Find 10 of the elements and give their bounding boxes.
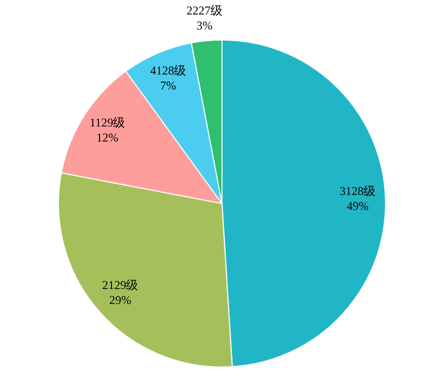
data-label: 49% <box>346 198 369 213</box>
data-label: 7% <box>160 78 176 93</box>
slice-label: 1129级 <box>90 115 126 130</box>
data-label: 12% <box>96 130 118 144</box>
slice-label: 4128级 <box>150 64 186 78</box>
data-label: 29% <box>109 292 132 307</box>
slice-label: 2227级 <box>186 3 223 18</box>
slice-label: 3128级 <box>340 184 376 198</box>
data-label: 3% <box>196 18 213 32</box>
slice-label: 2129级 <box>102 278 138 292</box>
